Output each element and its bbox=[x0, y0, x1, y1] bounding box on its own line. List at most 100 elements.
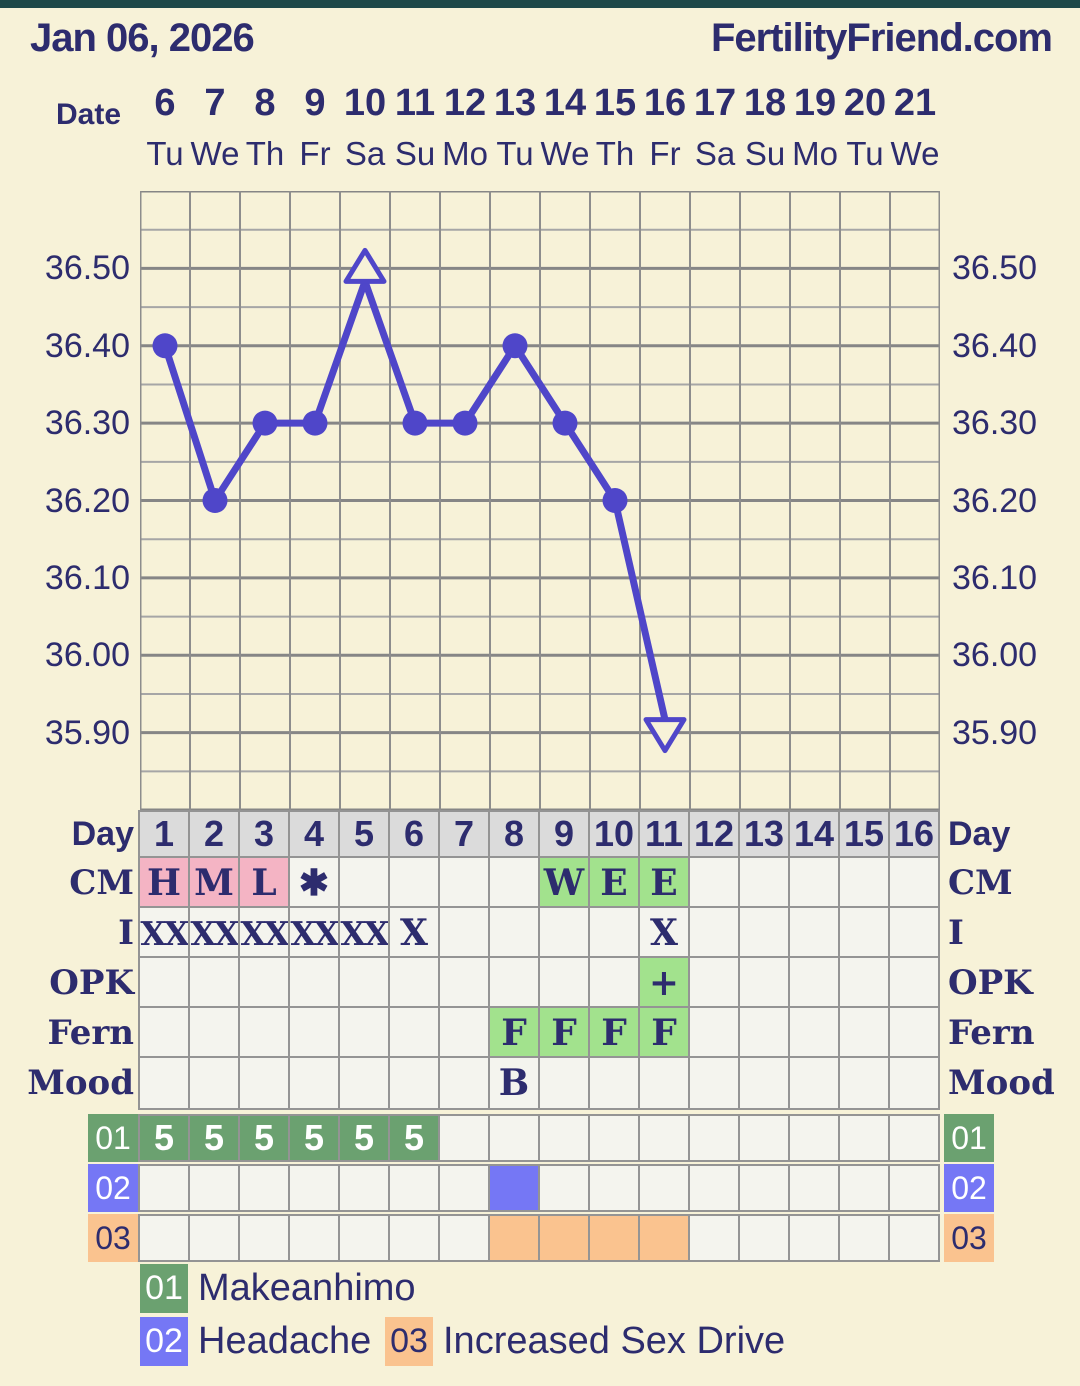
intercourse-cell-day-3: XX bbox=[238, 906, 290, 960]
cm-cell-day-14 bbox=[788, 856, 840, 910]
intercourse-cell-day-12 bbox=[688, 906, 740, 960]
mood-cell-day-12 bbox=[688, 1056, 740, 1110]
weekday-label: Sa bbox=[694, 135, 736, 172]
temperature-line-segment bbox=[361, 277, 419, 427]
intercourse-cell-day-16 bbox=[888, 906, 940, 960]
custom-01-cell-day-1: 5 bbox=[138, 1114, 190, 1162]
mood-cell-day-2 bbox=[188, 1056, 240, 1110]
legend-label-03: Increased Sex Drive bbox=[443, 1320, 786, 1362]
date-number: 8 bbox=[254, 82, 276, 124]
day-number-cell-day-2: 2 bbox=[188, 810, 240, 858]
custom-03-cell-day-11 bbox=[638, 1214, 690, 1262]
custom-01-cell-day-16 bbox=[888, 1114, 940, 1162]
intercourse-cell-day-2: XX bbox=[188, 906, 240, 960]
cm-cell-day-7 bbox=[438, 856, 490, 910]
custom-01-cell-day-12 bbox=[688, 1114, 740, 1162]
weekday-label: Tu bbox=[146, 135, 184, 172]
opk-cell-day-2 bbox=[188, 956, 240, 1010]
fern-cell-day-8: F bbox=[488, 1006, 540, 1060]
custom-row-swatch-02-right: 02 bbox=[944, 1164, 994, 1212]
day-number-cell-day-8: 8 bbox=[488, 810, 540, 858]
temperature-line-segment bbox=[611, 497, 669, 724]
mood-cell-day-10 bbox=[588, 1056, 640, 1110]
opk-label-right: OPK bbox=[948, 963, 1033, 1003]
intercourse-cell-day-15 bbox=[838, 906, 890, 960]
custom-03-cell-day-6 bbox=[388, 1214, 440, 1262]
day-number-cell-day-7: 7 bbox=[438, 810, 490, 858]
date-number: 7 bbox=[204, 82, 226, 124]
custom-02-cell-day-8 bbox=[488, 1164, 540, 1212]
intercourse-cell-day-1: XX bbox=[138, 906, 190, 960]
custom-03-cell-day-7 bbox=[438, 1214, 490, 1262]
weekday-label: Sa bbox=[344, 135, 386, 172]
custom-02-cell-day-1 bbox=[138, 1164, 190, 1212]
custom-01-cell-day-9 bbox=[538, 1114, 590, 1162]
mood-cell-day-7 bbox=[438, 1056, 490, 1110]
custom-03-cell-day-15 bbox=[838, 1214, 890, 1262]
intercourse-cell-day-7 bbox=[438, 906, 490, 960]
custom-03-cell-day-14 bbox=[788, 1214, 840, 1262]
mood-cell-day-4 bbox=[288, 1056, 340, 1110]
temperature-line-segment bbox=[561, 419, 619, 504]
intercourse-cell-day-14 bbox=[788, 906, 840, 960]
custom-02-cell-day-10 bbox=[588, 1164, 640, 1212]
day-number-cell-day-6: 6 bbox=[388, 810, 440, 858]
temperature-dot-day-1 bbox=[152, 333, 178, 359]
weekday-label: Th bbox=[245, 135, 285, 172]
temp-tick-left: 36.40 bbox=[44, 326, 130, 365]
opk-cell-day-8 bbox=[488, 956, 540, 1010]
fern-cell-day-4 bbox=[288, 1006, 340, 1060]
day-number-cell-day-13: 13 bbox=[738, 810, 790, 858]
custom-03-cell-day-4 bbox=[288, 1214, 340, 1262]
chart-date-title: Jan 06, 2026 bbox=[30, 16, 255, 60]
custom-row-swatch-01-right: 01 bbox=[944, 1114, 994, 1162]
weekday-label: Th bbox=[595, 135, 635, 172]
intercourse-row: XX XX XX XX XX X X bbox=[138, 906, 940, 960]
temp-tick-right: 36.00 bbox=[952, 636, 1038, 675]
weekday-label: Tu bbox=[846, 135, 884, 172]
custom-01-cell-day-4: 5 bbox=[288, 1114, 340, 1162]
custom-02-cell-day-16 bbox=[888, 1164, 940, 1212]
opk-cell-day-11: + bbox=[638, 956, 690, 1010]
custom-02-cell-day-12 bbox=[688, 1164, 740, 1212]
day-label-left: Day bbox=[71, 814, 134, 853]
day-number-cell-day-4: 4 bbox=[288, 810, 340, 858]
date-number: 16 bbox=[643, 82, 687, 124]
opk-label-left: OPK bbox=[49, 963, 134, 1003]
cm-cell-day-1: H bbox=[138, 856, 190, 910]
custom-02-cell-day-9 bbox=[538, 1164, 590, 1212]
weekday-label: Su bbox=[744, 135, 786, 172]
fern-cell-day-10: F bbox=[588, 1006, 640, 1060]
fern-label-right: Fern bbox=[948, 1013, 1035, 1053]
day-number-cell-day-11: 11 bbox=[638, 810, 690, 858]
day-number-row: 1 2 3 4 5 6 7 8 9 10 11 12 13 14 15 16 bbox=[138, 810, 940, 858]
fern-label-left: Fern bbox=[47, 1013, 134, 1053]
custom-03-cell-day-3 bbox=[238, 1214, 290, 1262]
cm-cell-day-10: E bbox=[588, 856, 640, 910]
fern-cell-day-9: F bbox=[538, 1006, 590, 1060]
mood-cell-day-9 bbox=[538, 1056, 590, 1110]
cm-row: H M L ✱ W E E bbox=[138, 856, 940, 910]
date-number: 13 bbox=[493, 82, 537, 124]
cm-cell-day-3: L bbox=[238, 856, 290, 910]
custom-02-cell-day-15 bbox=[838, 1164, 890, 1212]
custom-02-cell-day-4 bbox=[288, 1164, 340, 1212]
cm-cell-day-15 bbox=[838, 856, 890, 910]
mood-cell-day-8: B bbox=[488, 1056, 540, 1110]
open-up-triangle-day-5 bbox=[343, 247, 387, 284]
mood-cell-day-3 bbox=[238, 1056, 290, 1110]
legend-item-02: 02 Headache bbox=[140, 1317, 371, 1366]
intercourse-label-right: I bbox=[948, 913, 964, 953]
date-number: 20 bbox=[843, 82, 887, 124]
fern-cell-day-12 bbox=[688, 1006, 740, 1060]
day-number-cell-day-5: 5 bbox=[338, 810, 390, 858]
mood-cell-day-6 bbox=[388, 1056, 440, 1110]
opk-cell-day-10 bbox=[588, 956, 640, 1010]
custom-03-cell-day-9 bbox=[538, 1214, 590, 1262]
date-number: 19 bbox=[793, 82, 837, 124]
date-number: 11 bbox=[394, 82, 436, 124]
opk-cell-day-1 bbox=[138, 956, 190, 1010]
legend-item-03: 03 Increased Sex Drive bbox=[385, 1317, 785, 1366]
cm-cell-day-9: W bbox=[538, 856, 590, 910]
